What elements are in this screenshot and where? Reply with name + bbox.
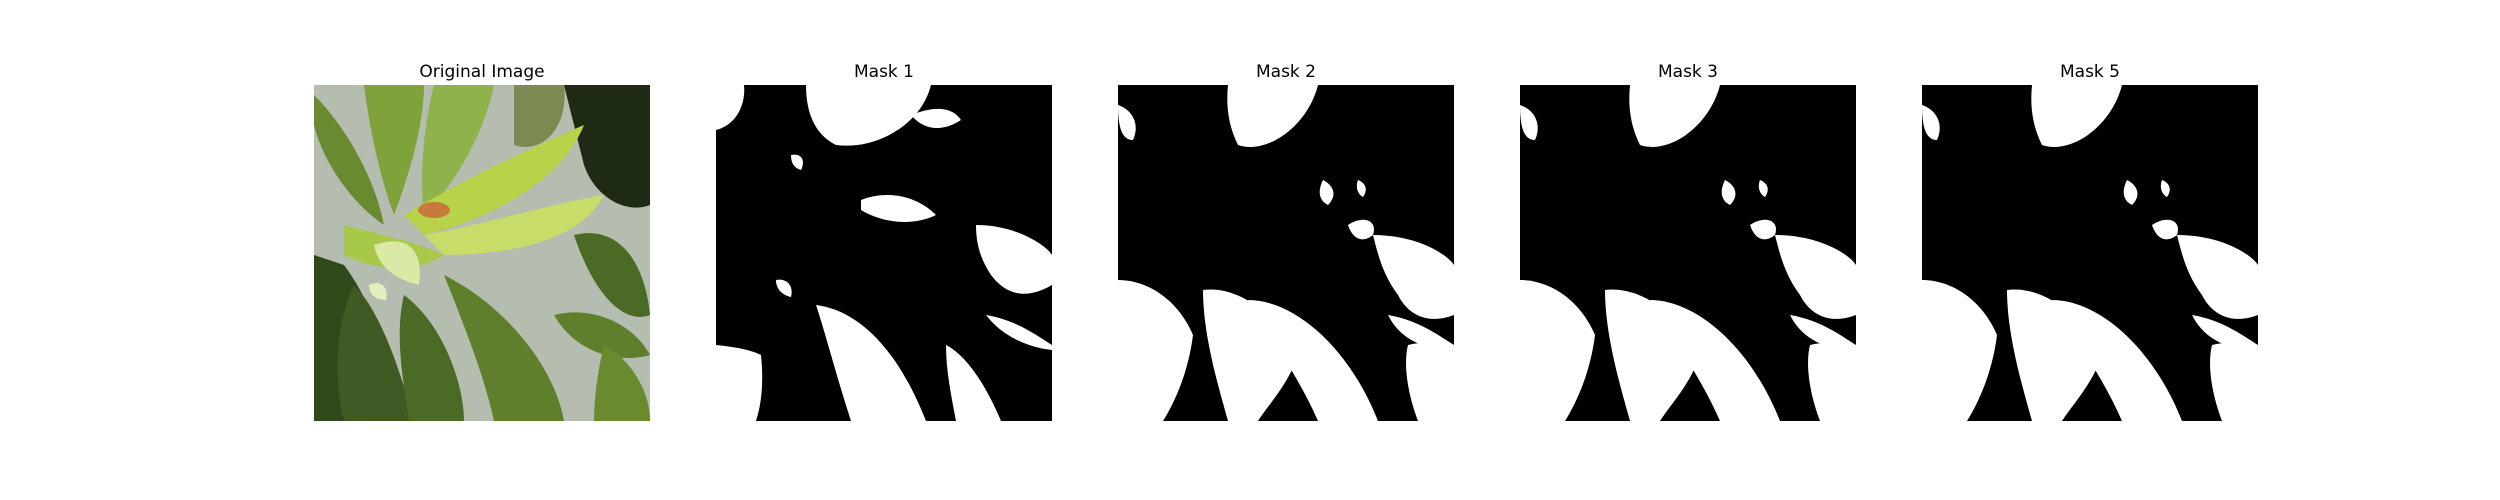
mask-2-image [1118,85,1454,421]
panel-title: Mask 1 [853,62,914,82]
panel-title: Mask 3 [1657,62,1718,82]
original-plant-photo [314,85,650,421]
mask-1-image [716,85,1052,421]
panel-title: Original Image [419,62,545,82]
panel-title: Mask 5 [2059,62,2120,82]
mask-3-image [1520,85,1856,421]
mask-5-image [1922,85,2258,421]
panel-title: Mask 2 [1255,62,1316,82]
